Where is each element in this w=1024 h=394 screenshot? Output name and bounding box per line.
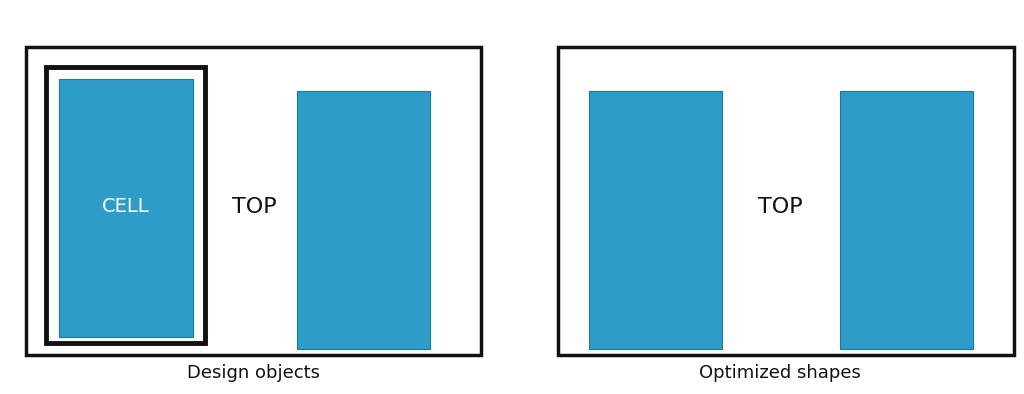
Bar (589, 91, 722, 349)
Text: TOP: TOP (758, 197, 803, 217)
Bar (840, 91, 973, 349)
Text: Design objects: Design objects (187, 364, 321, 382)
Bar (46, 67, 205, 343)
Bar (26, 47, 481, 355)
Bar (59, 79, 193, 337)
Bar (558, 47, 1014, 355)
Text: TOP: TOP (231, 197, 276, 217)
Text: Optimized shapes: Optimized shapes (699, 364, 861, 382)
Bar (297, 91, 430, 349)
Text: CELL: CELL (102, 197, 150, 216)
